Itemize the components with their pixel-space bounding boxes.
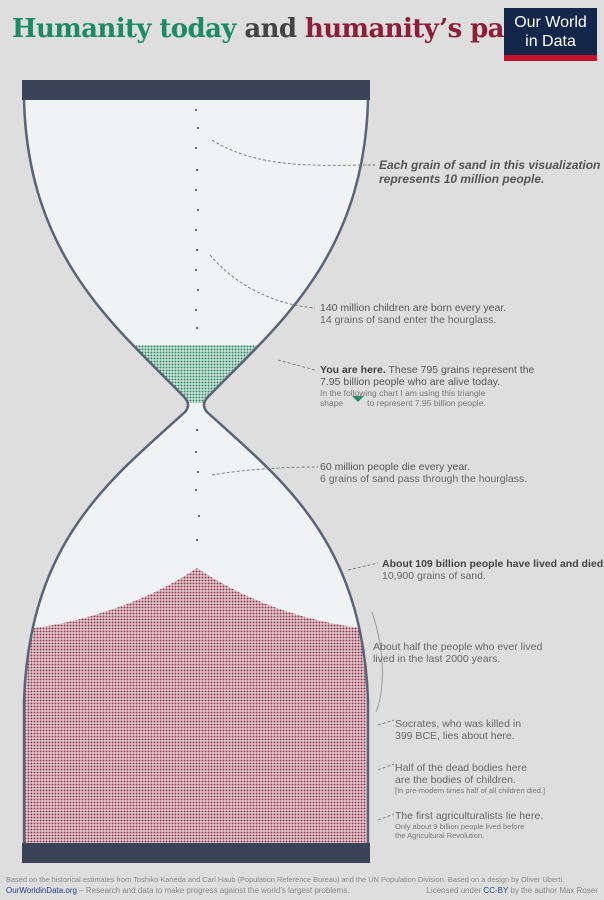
text: 14 grains of sand enter the hourglass. — [320, 314, 497, 326]
title-and: and — [235, 14, 305, 44]
logo-line2: in Data — [525, 33, 576, 50]
title-today: Humanity today — [12, 14, 236, 44]
text: 60 million people die every year. — [320, 461, 471, 473]
text: 6 grains of sand pass through the hourgl… — [320, 473, 528, 485]
annotation-born: 140 million children are born every year… — [320, 302, 506, 326]
bottom-cap — [22, 843, 370, 863]
footer-license: Licensed under CC-BY by the author Max R… — [426, 886, 598, 895]
text: represents 10 million people. — [379, 172, 545, 186]
owid-link[interactable]: OurWorldinData.org — [6, 886, 77, 895]
annotation-you-are-here: You are here. These 795 grains represent… — [320, 364, 534, 408]
logo-line1: Our World — [514, 14, 587, 31]
text: Licensed under — [426, 886, 484, 895]
annotation-agriculture: The first agriculturalists lie here. Onl… — [395, 810, 543, 840]
text: You are here. — [320, 364, 386, 376]
annotation-grain: Each grain of sand in this visualization… — [379, 158, 600, 186]
text: the Agricultural Revolution. — [395, 831, 485, 840]
text: lived in the last 2000 years. — [373, 653, 501, 665]
text: The first agriculturalists lie here. — [395, 810, 544, 822]
text: are the bodies of children. — [395, 774, 516, 786]
text: 10,900 grains of sand. — [382, 570, 486, 582]
owid-logo[interactable]: Our World in Data — [504, 8, 597, 61]
dead-sand — [24, 568, 368, 843]
annotation-half: About half the people who ever lived liv… — [373, 641, 542, 665]
text: 7.95 billion people who are alive today. — [320, 376, 501, 388]
text: 140 million children are born every year… — [320, 302, 507, 314]
annotation-lived: About 109 billion people have lived and … — [382, 558, 604, 582]
text: Each grain of sand in this visualization — [379, 158, 601, 172]
text: About 109 billion people have lived and … — [382, 558, 604, 570]
title-past: humanity’s past — [304, 14, 530, 44]
text: Only about 9 billion people lived before — [395, 822, 525, 831]
text: Half of the dead bodies here — [395, 762, 527, 774]
annotation-children: Half of the dead bodies here are the bod… — [395, 762, 545, 796]
text: 399 BCE, lies about here. — [395, 730, 515, 742]
triangle-legend-icon — [352, 396, 364, 402]
falling-grains — [195, 109, 200, 541]
footer-line2: OurWorldinData.org – Research and data t… — [6, 886, 349, 895]
text: Socrates, who was killed in — [395, 718, 522, 730]
text: In the following chart I am using this t… — [320, 388, 486, 398]
text: – Research and data to make progress aga… — [77, 886, 350, 895]
annotation-deaths: 60 million people die every year. 6 grai… — [320, 461, 527, 485]
text: shape — [320, 398, 344, 408]
footer-sources: Based on the historical estimates from T… — [6, 875, 565, 884]
text: to represent 7.95 billion people. — [367, 398, 486, 408]
text: About half the people who ever lived — [373, 641, 543, 653]
text: These 795 grains represent the — [385, 364, 535, 376]
text: [In pre-modern times half of all childre… — [395, 786, 546, 795]
license-link[interactable]: CC-BY — [483, 886, 509, 895]
glass-outline — [22, 99, 370, 843]
annotation-socrates: Socrates, who was killed in 399 BCE, lie… — [395, 718, 521, 742]
top-cap — [22, 80, 370, 100]
page-title: Humanity today and humanity’s past — [12, 14, 530, 44]
text: by the author Max Roser — [508, 886, 598, 895]
